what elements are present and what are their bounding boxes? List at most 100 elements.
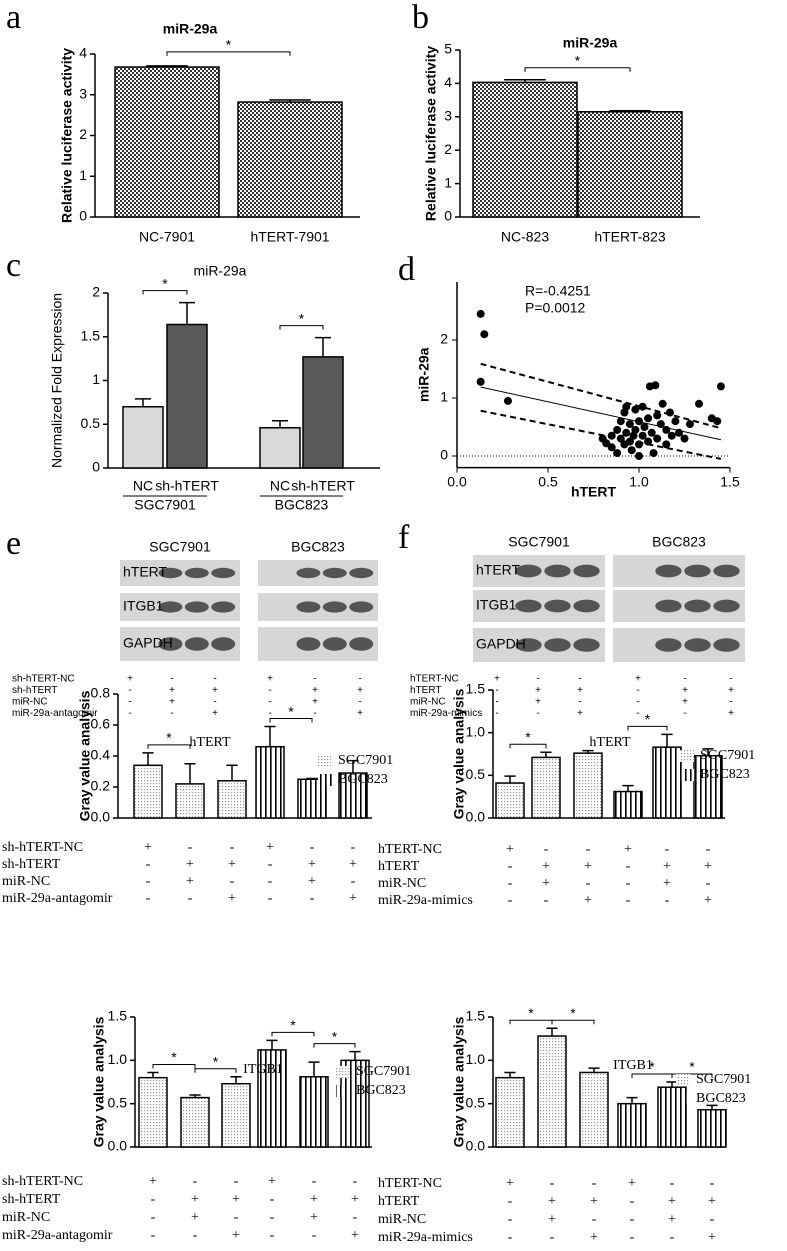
condition-mark: -: [270, 1228, 275, 1243]
condition-mark: -: [268, 857, 273, 872]
y-tick-label: 0.8: [91, 685, 111, 701]
blot-band: [515, 638, 542, 652]
condition-mark: +: [506, 842, 514, 857]
point: [675, 428, 684, 437]
y-axis-label: Relative luciferase activity: [59, 48, 75, 223]
condition-mark: -: [592, 1212, 597, 1227]
group-label: SGC7901: [134, 497, 196, 513]
point: [656, 420, 665, 429]
significance-bracket: [271, 1031, 315, 1037]
condition-mark: -: [706, 876, 711, 891]
condition-mark: -: [270, 1192, 275, 1207]
condition-mark: +: [542, 859, 550, 874]
condition-mark: -: [636, 697, 639, 708]
blot-band: [515, 599, 542, 613]
point: [716, 382, 725, 391]
blot-band: [544, 599, 571, 613]
blot-band: [158, 601, 183, 613]
error-bar: [666, 1081, 678, 1088]
category-label: NC: [270, 478, 290, 494]
error-bar: [702, 748, 714, 756]
condition-mark: +: [548, 1212, 556, 1227]
significance-bracket: [269, 718, 313, 723]
error-bar: [147, 1071, 159, 1078]
bar: [138, 1076, 168, 1148]
bar: [299, 1076, 329, 1148]
blot-band: [573, 638, 600, 652]
condition-label: miR-29a-antagomir: [2, 891, 113, 906]
significance-label: *: [332, 1028, 338, 1044]
error-bar: [540, 751, 552, 758]
point: [613, 449, 622, 458]
error-bar: [306, 777, 318, 780]
y-tick-label: 0: [92, 459, 100, 475]
condition-mark: -: [665, 842, 670, 857]
panel-label: d: [398, 251, 415, 288]
y-axis-label: Relative luciferase activity: [423, 46, 439, 221]
condition-mark: -: [626, 876, 631, 891]
error-bar: [588, 1067, 600, 1073]
bar: [302, 356, 344, 469]
point: [647, 428, 656, 437]
error-bar: [347, 759, 359, 774]
error-bar: [135, 398, 151, 407]
legend-swatch: [318, 774, 332, 786]
point: [665, 408, 674, 417]
condition-mark: +: [144, 840, 152, 855]
group-label: BGC823: [275, 497, 329, 513]
blot-band: [184, 637, 209, 651]
condition-mark: -: [312, 1228, 317, 1243]
significance-label: *: [525, 729, 531, 745]
y-tick-label: 1.0: [108, 1051, 128, 1067]
error-bar: [609, 110, 651, 112]
condition-mark: -: [544, 893, 549, 908]
blot-band: [655, 599, 682, 613]
panel-label: f: [398, 519, 410, 556]
y-tick-label: 5: [444, 41, 452, 57]
condition-mark: +: [357, 708, 363, 719]
condition-mark: +: [232, 1228, 240, 1243]
condition-mark: +: [584, 893, 592, 908]
bar: [613, 790, 643, 819]
annotation: R=-0.4251: [525, 283, 591, 299]
point: [476, 309, 485, 318]
y-tick-label: 0: [444, 208, 452, 224]
bar: [577, 111, 683, 218]
condition-mark: -: [268, 685, 271, 696]
condition-mark: +: [590, 1194, 598, 1209]
bar: [122, 406, 164, 469]
condition-mark: -: [665, 893, 670, 908]
blot-band: [655, 564, 682, 578]
condition-mark: -: [630, 1230, 635, 1245]
y-tick-label: 4: [444, 74, 452, 90]
condition-mark: -: [586, 876, 591, 891]
condition-mark: -: [710, 1212, 715, 1227]
significance-label: *: [649, 1059, 655, 1075]
condition-mark: +: [127, 674, 133, 685]
point: [635, 440, 643, 449]
point: [616, 434, 625, 443]
condition-mark: -: [353, 1210, 358, 1225]
protein-label: hTERT: [476, 562, 521, 578]
significance-bracket: [524, 67, 631, 72]
condition-mark: -: [683, 674, 686, 685]
condition-mark: -: [550, 1176, 555, 1191]
condition-mark: +: [349, 857, 357, 872]
y-tick-label: 1.0: [466, 723, 486, 739]
point: [640, 423, 649, 431]
y-tick-label: 1.5: [466, 1008, 486, 1024]
condition-mark: -: [268, 874, 273, 889]
error-bar: [626, 1096, 638, 1104]
condition-mark: +: [542, 876, 550, 891]
condition-mark: +: [191, 1192, 199, 1207]
condition-label: miR-NC: [2, 1210, 50, 1225]
condition-mark: +: [535, 697, 541, 708]
point: [653, 434, 662, 443]
condition-mark: +: [668, 1194, 676, 1209]
bar: [573, 752, 603, 819]
error-bar: [582, 749, 594, 754]
condition-label: miR-29a-antagomir: [2, 1228, 113, 1243]
cell-line-label: SGC7901: [508, 534, 570, 550]
condition-mark: -: [586, 842, 591, 857]
